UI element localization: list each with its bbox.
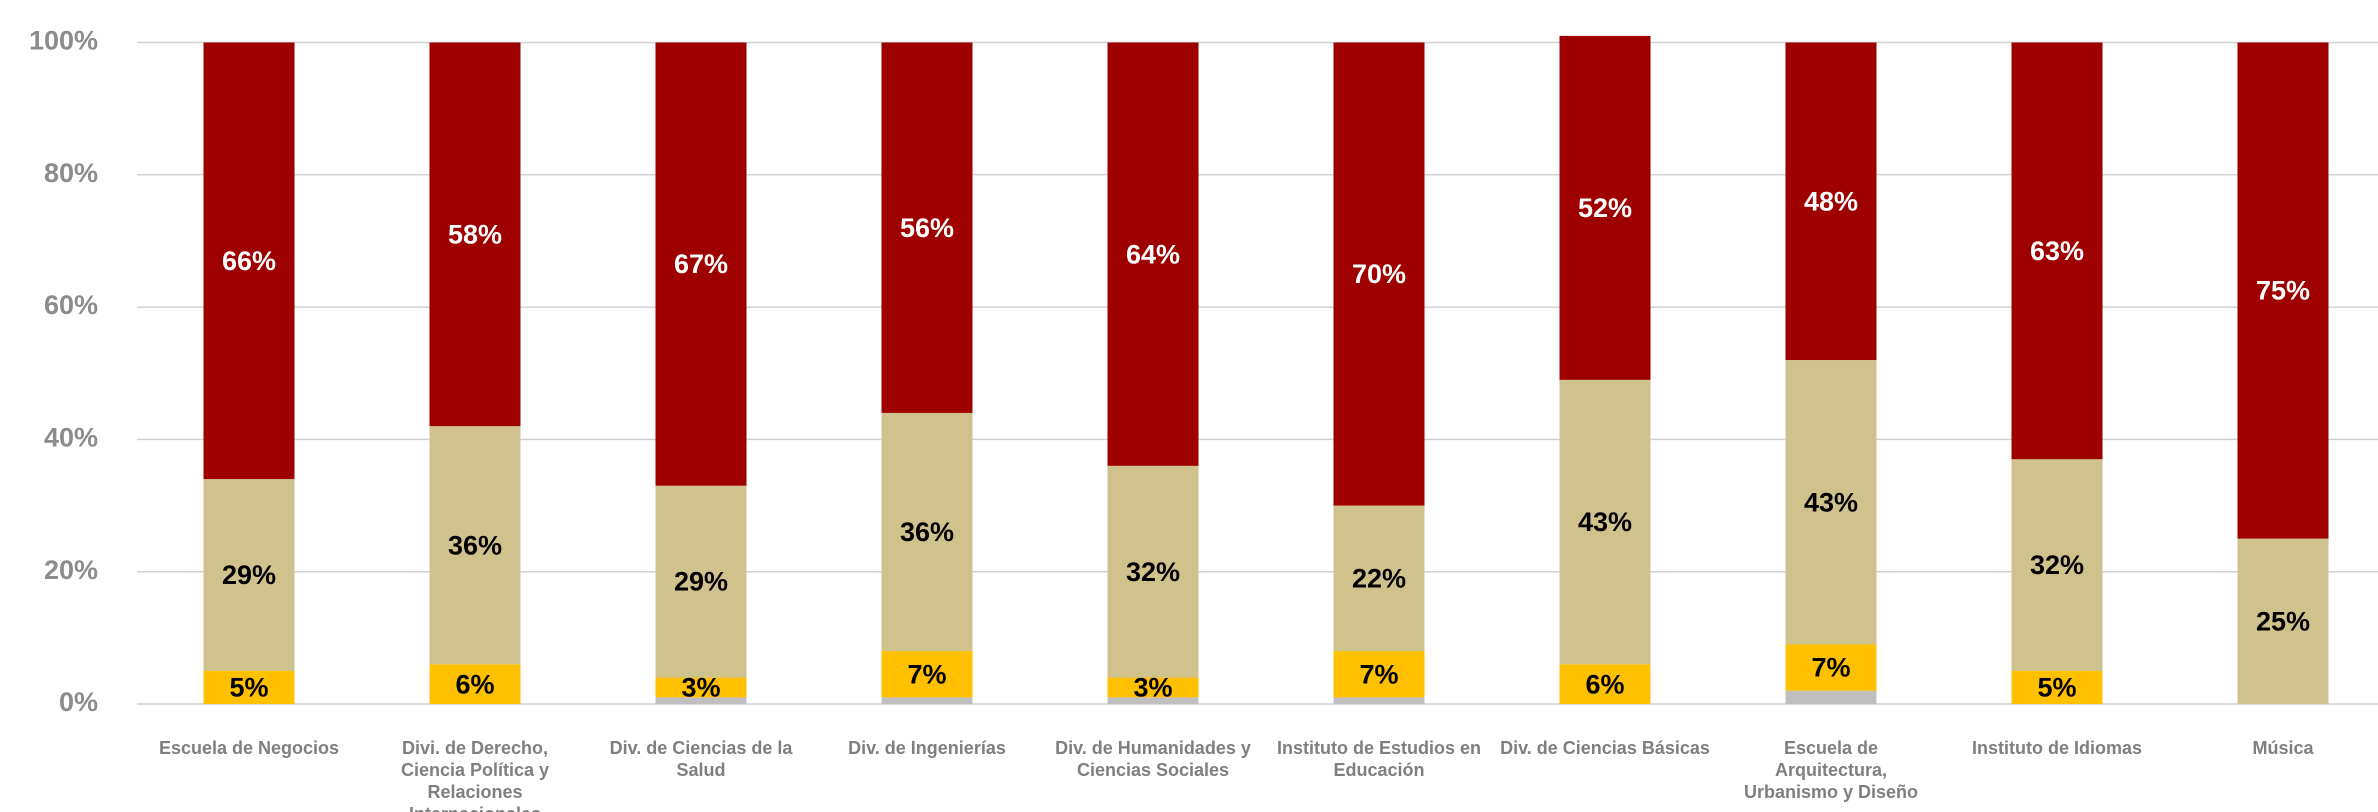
bar-segment — [1333, 505, 1425, 652]
bar-segment — [203, 670, 295, 704]
bar-segment — [1333, 697, 1425, 704]
data-label: 25% — [2256, 606, 2310, 636]
bar-segment — [881, 42, 973, 413]
y-tick-label: 0% — [59, 687, 98, 717]
x-tick-label: Divi. de Derecho, Ciencia Política y Rel… — [400, 738, 550, 812]
bar-segment — [2011, 459, 2103, 671]
data-label: 66% — [222, 246, 276, 276]
bar-segment — [429, 426, 521, 665]
bar-segment — [2237, 42, 2329, 539]
bar-segment — [203, 479, 295, 671]
bar-segment — [429, 664, 521, 704]
data-label: 7% — [907, 659, 946, 689]
y-tick-label: 20% — [44, 555, 98, 585]
bar-segment — [1785, 42, 1877, 361]
data-label: 6% — [1585, 669, 1624, 699]
x-tick-label: Instituto de Estudios en Educación — [1276, 738, 1481, 780]
x-tick-label: Instituto de Idiomas — [1971, 738, 2142, 758]
data-label: 32% — [1126, 557, 1180, 587]
data-label: 22% — [1352, 563, 1406, 593]
data-label: 3% — [1133, 673, 1172, 703]
bar-segment — [1785, 360, 1877, 645]
bar-segment — [881, 697, 973, 704]
bar-segment — [429, 42, 521, 427]
data-label: 29% — [674, 567, 728, 597]
bar-segment — [1559, 379, 1651, 665]
bar-segment — [2011, 670, 2103, 704]
bar-segment — [655, 485, 747, 678]
bar-segment — [881, 412, 973, 652]
data-label: 64% — [1126, 239, 1180, 269]
bar-segment — [655, 697, 747, 704]
x-tick-label: Div. de Ciencias de la Salud — [609, 738, 793, 780]
bar-segment — [1559, 35, 1651, 380]
bar-segment — [655, 677, 747, 698]
bar-segment — [1785, 690, 1877, 704]
y-tick-label: 100% — [29, 26, 98, 56]
x-tick-label: Div. de Ciencias Básicas — [1500, 738, 1710, 758]
data-label: 67% — [674, 249, 728, 279]
y-tick-label: 60% — [44, 290, 98, 320]
data-label: 5% — [2037, 673, 2076, 703]
bar-segment — [1785, 644, 1877, 691]
data-label: 5% — [229, 673, 268, 703]
bar-segment — [1333, 651, 1425, 698]
data-label: 36% — [900, 517, 954, 547]
data-label: 6% — [455, 669, 494, 699]
bar-segment — [1333, 42, 1425, 506]
y-tick-label: 80% — [44, 158, 98, 188]
x-tick-label: Música — [2252, 738, 2314, 758]
x-tick-label: Escuela de Negocios — [158, 738, 340, 758]
data-label: 7% — [1359, 659, 1398, 689]
bar-segment — [881, 651, 973, 698]
data-label: 52% — [1578, 193, 1632, 223]
bar-segment — [1107, 677, 1199, 698]
data-label: 43% — [1804, 487, 1858, 517]
data-label: 36% — [448, 530, 502, 560]
bar-segment — [2237, 538, 2329, 704]
x-tick-label: Div. de Ingenierías — [848, 738, 1006, 758]
x-tick-label: Div. de Humanidades y Ciencias Sociales — [1055, 738, 1251, 780]
bar-segment — [655, 42, 747, 486]
data-label: 70% — [1352, 259, 1406, 289]
data-label: 48% — [1804, 186, 1858, 216]
bar-segment — [203, 42, 295, 480]
bar-segment — [1107, 465, 1199, 678]
data-label: 32% — [2030, 550, 2084, 580]
data-label: 7% — [1811, 653, 1850, 683]
bar-segment — [1107, 42, 1199, 466]
x-tick-label: Escuela de Arquitectura, Urbanismo y Dis… — [1743, 738, 1919, 802]
bar-segment — [1107, 697, 1199, 704]
data-label: 56% — [900, 213, 954, 243]
data-label: 58% — [448, 219, 502, 249]
data-label: 43% — [1578, 507, 1632, 537]
data-label: 63% — [2030, 236, 2084, 266]
y-tick-label: 40% — [44, 423, 98, 453]
bar-segment — [2011, 42, 2103, 460]
data-label: 29% — [222, 560, 276, 590]
data-label: 75% — [2256, 276, 2310, 306]
data-label: 3% — [681, 673, 720, 703]
bar-segment — [1559, 664, 1651, 704]
